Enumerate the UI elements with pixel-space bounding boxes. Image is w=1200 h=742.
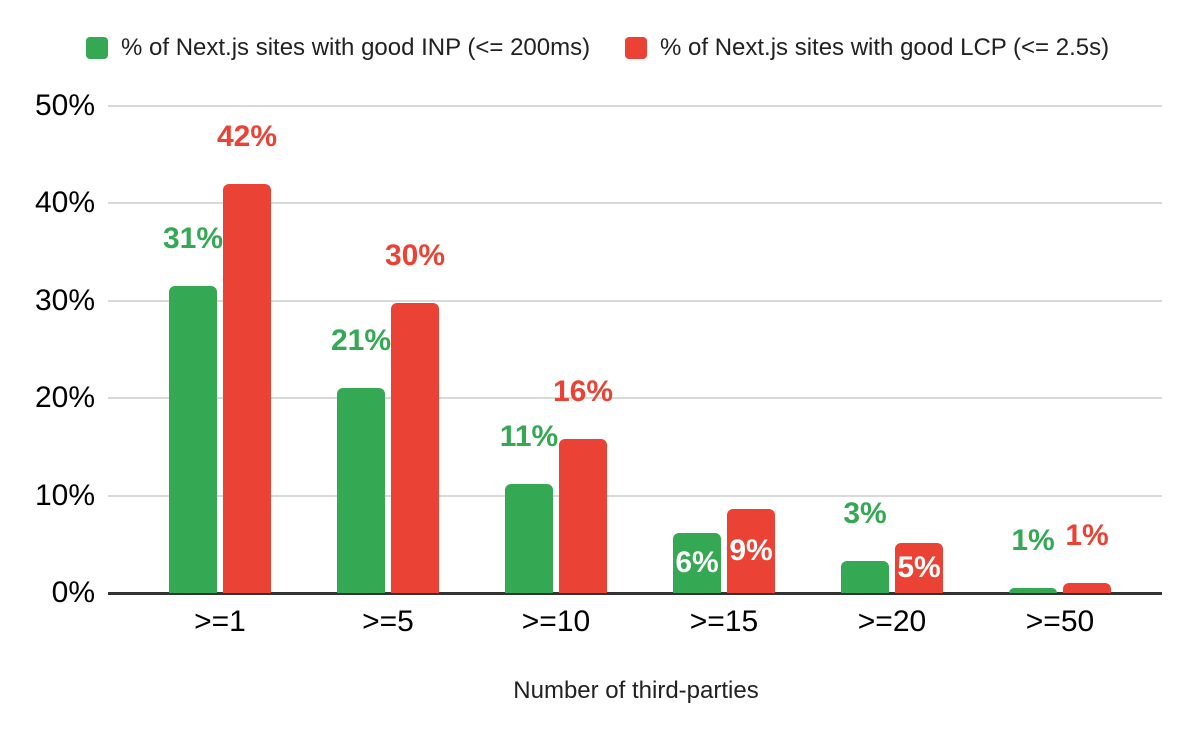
x-axis-tick-label: >=5: [362, 605, 414, 638]
bar-inp: [841, 560, 889, 593]
bar-inp: [673, 532, 721, 593]
bar-value-label: 3%: [843, 496, 887, 530]
bar-inp: [169, 286, 217, 593]
bar-inp: [1009, 588, 1057, 593]
x-axis-title: Number of third-parties: [513, 677, 759, 704]
bar-value-label: 30%: [384, 238, 446, 272]
x-axis-line: [108, 592, 1162, 595]
x-axis-tick-label: >=50: [1025, 605, 1095, 638]
bar-value-label: 5%: [897, 551, 941, 585]
y-axis-tick-label: 20%: [34, 381, 95, 415]
bar-value-label: 31%: [162, 222, 224, 256]
bar-value-label: 1%: [1065, 519, 1109, 553]
legend-label-inp: % of Next.js sites with good INP (<= 200…: [121, 34, 591, 61]
bar-value-label: 16%: [552, 375, 614, 409]
gridline: [108, 494, 1162, 497]
y-axis-tick-label: 50%: [34, 89, 95, 122]
bar-inp: [337, 388, 385, 593]
bar-value-label: 1%: [1011, 524, 1055, 558]
bar-lcp: [1063, 583, 1111, 593]
bar-lcp: [391, 302, 439, 593]
lcp-legend-swatch-icon: [625, 37, 647, 59]
bar-lcp: [895, 543, 943, 593]
bar-value-label: 9%: [729, 534, 773, 568]
legend: % of Next.js sites with good INP (<= 200…: [0, 0, 1200, 80]
y-axis-tick-label: 10%: [34, 478, 95, 512]
x-axis-tick-label: >=15: [689, 605, 759, 638]
gridline: [108, 397, 1162, 400]
legend-item-inp: % of Next.js sites with good INP (<= 200…: [86, 34, 591, 61]
y-axis-tick-label: 40%: [34, 186, 95, 220]
bar-lcp: [727, 509, 775, 593]
x-axis-tick-label: >=10: [521, 605, 591, 638]
gridline: [108, 105, 1162, 107]
gridline: [108, 202, 1162, 205]
y-axis-tick-label: 30%: [34, 283, 95, 317]
bar-value-label: 11%: [499, 419, 559, 453]
x-axis-tick-label: >=20: [857, 605, 927, 638]
legend-label-lcp: % of Next.js sites with good LCP (<= 2.5…: [660, 34, 1110, 61]
bar-lcp: [559, 439, 607, 593]
gridline: [108, 299, 1162, 302]
inp-legend-swatch-icon: [86, 37, 108, 59]
bar-value-label: 42%: [216, 119, 278, 153]
x-axis-tick-label: >=1: [194, 605, 246, 638]
legend-item-lcp: % of Next.js sites with good LCP (<= 2.5…: [625, 34, 1110, 61]
bar-lcp: [223, 183, 271, 593]
bar-value-label: 6%: [675, 545, 719, 579]
y-axis-tick-label: 0%: [51, 576, 95, 609]
bar-value-label: 21%: [330, 324, 392, 358]
bar-inp: [505, 483, 553, 593]
